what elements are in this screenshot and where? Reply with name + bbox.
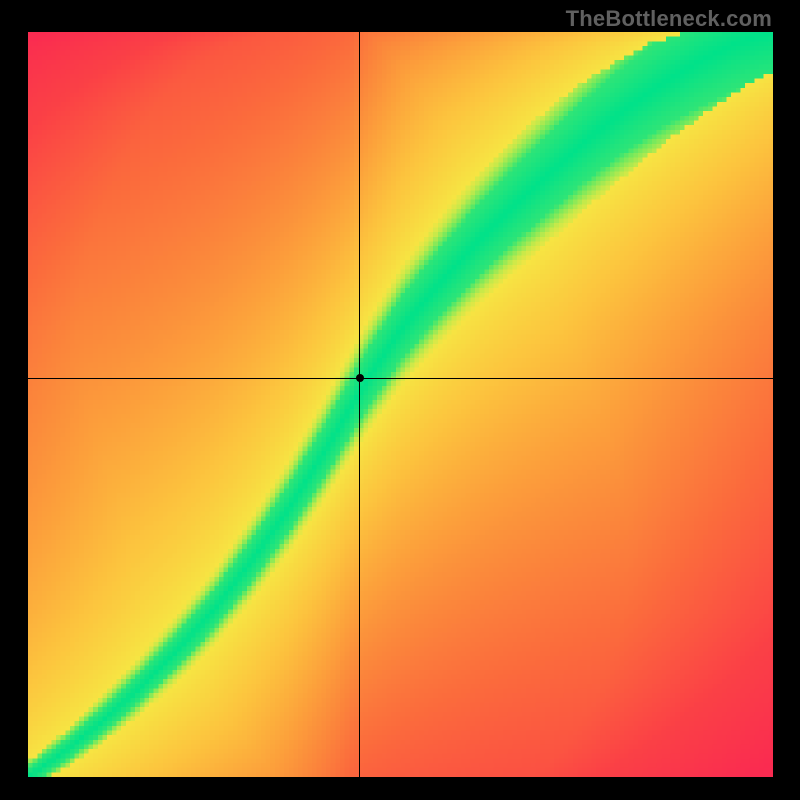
crosshair-horizontal [28, 378, 773, 379]
heatmap-canvas [28, 32, 773, 777]
watermark-text: TheBottleneck.com [566, 6, 772, 32]
chart-container: TheBottleneck.com [0, 0, 800, 800]
data-point-marker [356, 374, 364, 382]
crosshair-vertical [359, 32, 360, 777]
heatmap-plot [28, 32, 773, 777]
